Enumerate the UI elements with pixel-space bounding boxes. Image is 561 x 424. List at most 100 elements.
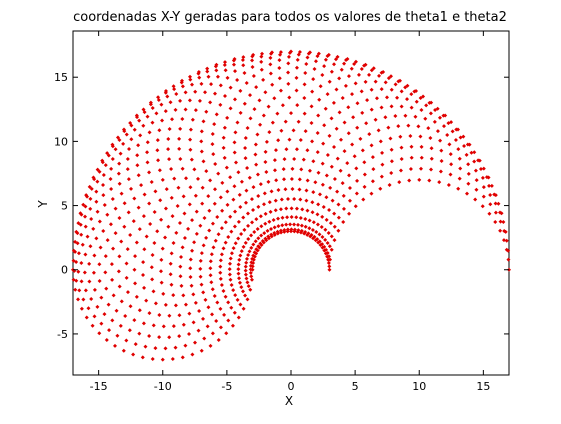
data-point — [159, 102, 164, 107]
data-point — [166, 137, 171, 142]
data-point — [317, 232, 322, 237]
data-point — [280, 103, 285, 108]
data-point — [298, 137, 303, 142]
data-point — [304, 188, 309, 193]
data-point — [352, 154, 357, 159]
data-point — [218, 325, 223, 330]
data-point — [243, 135, 248, 140]
data-point — [219, 252, 224, 257]
data-point — [450, 129, 455, 134]
data-point — [243, 240, 248, 245]
data-point — [285, 229, 290, 234]
data-point — [303, 224, 308, 229]
data-point — [232, 150, 237, 155]
data-point — [487, 183, 492, 188]
data-point — [200, 185, 205, 190]
data-point — [149, 180, 154, 185]
data-point — [359, 89, 364, 94]
data-point — [176, 185, 181, 190]
data-point — [117, 161, 122, 166]
data-point — [466, 181, 471, 186]
data-point — [182, 236, 187, 241]
data-point — [193, 300, 198, 305]
data-point — [263, 159, 268, 164]
data-point — [251, 207, 256, 212]
data-point — [180, 78, 184, 83]
data-point — [223, 294, 228, 299]
data-point — [419, 155, 424, 160]
data-point — [163, 235, 168, 240]
data-point — [141, 260, 146, 265]
data-point — [342, 120, 347, 125]
data-point — [405, 83, 410, 88]
data-point — [203, 90, 208, 95]
data-point — [143, 344, 148, 349]
data-point — [272, 168, 277, 173]
data-point — [338, 168, 343, 173]
data-point — [153, 301, 158, 306]
data-point — [289, 215, 294, 220]
data-point — [383, 115, 388, 120]
data-point — [220, 180, 225, 185]
data-point — [268, 209, 273, 214]
data-point — [224, 331, 229, 336]
data-point — [193, 193, 198, 198]
data-point — [123, 313, 128, 318]
data-point — [199, 282, 204, 287]
data-point — [233, 241, 238, 246]
data-point — [196, 328, 201, 333]
data-point — [97, 219, 102, 224]
data-point — [145, 160, 150, 165]
data-point — [272, 232, 277, 237]
data-point — [251, 52, 256, 57]
data-point — [129, 137, 134, 142]
data-point — [150, 105, 155, 110]
data-point — [443, 113, 448, 118]
data-point — [233, 160, 238, 165]
data-point — [342, 149, 347, 154]
x-tick-label: 15 — [476, 380, 490, 393]
data-point — [506, 257, 511, 262]
data-point — [193, 340, 198, 345]
data-point — [264, 139, 269, 144]
data-point — [506, 248, 511, 253]
data-point — [222, 62, 227, 67]
data-point — [378, 139, 383, 144]
data-point — [258, 182, 263, 187]
data-point — [89, 216, 94, 221]
data-point — [278, 207, 283, 212]
data-point — [302, 95, 307, 100]
data-point — [413, 114, 418, 119]
data-point — [76, 251, 81, 256]
data-point — [126, 177, 131, 182]
data-point — [354, 166, 359, 171]
data-point — [405, 97, 410, 102]
data-point — [99, 295, 104, 300]
data-point — [503, 229, 508, 234]
data-point — [409, 92, 414, 97]
data-point — [292, 196, 297, 201]
data-point — [231, 288, 236, 293]
data-point — [128, 233, 133, 238]
data-point — [163, 206, 168, 211]
data-point — [230, 323, 235, 328]
data-point — [307, 168, 312, 173]
data-point — [263, 90, 268, 95]
data-point — [71, 258, 76, 263]
data-point — [278, 50, 283, 55]
data-point — [403, 113, 408, 118]
data-point — [398, 134, 403, 139]
data-point — [109, 187, 114, 192]
data-point — [241, 215, 246, 220]
data-point — [212, 122, 217, 127]
data-point — [141, 273, 146, 278]
data-point — [208, 273, 213, 278]
data-point — [244, 256, 249, 261]
x-tick-label: -10 — [154, 380, 172, 393]
data-point — [327, 264, 332, 269]
data-point — [89, 186, 94, 191]
data-point — [259, 242, 264, 247]
data-point — [282, 229, 287, 234]
data-point — [137, 308, 142, 313]
data-point — [180, 84, 185, 89]
